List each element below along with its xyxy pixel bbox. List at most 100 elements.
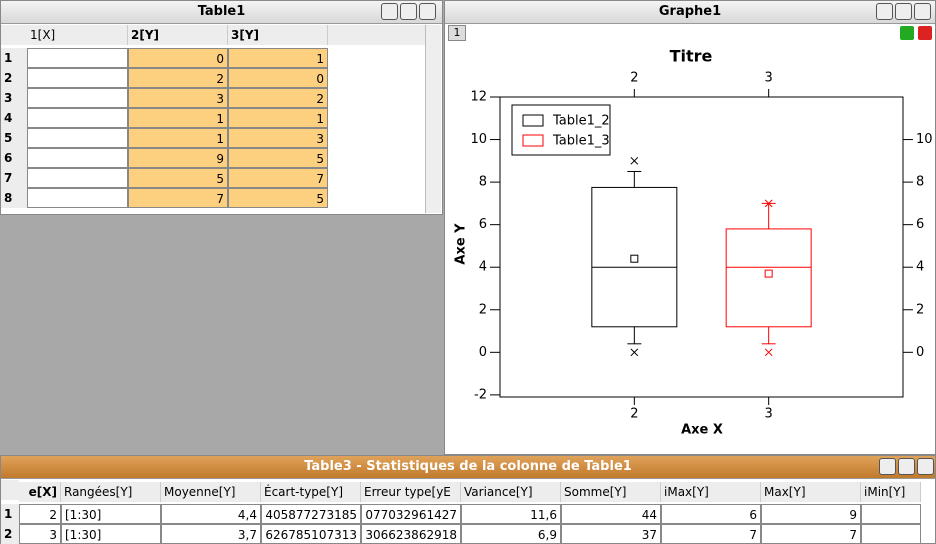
cell: 1 [228, 48, 328, 68]
close-button[interactable] [917, 458, 934, 475]
cell: 0 [128, 48, 228, 68]
y-tick-label: 4 [479, 260, 487, 275]
cell: 1 [128, 108, 228, 128]
cell: 7 [128, 188, 228, 208]
cell [27, 68, 128, 88]
row-header: 4 [1, 108, 27, 128]
row-header: 6 [1, 148, 27, 168]
box [725, 228, 812, 328]
table3-window[interactable]: Table3 - Statistiques de la colonne de T… [0, 455, 936, 544]
column-header: iMax[Y] [661, 482, 761, 502]
column-header: Rangées[Y] [61, 482, 161, 502]
column-header: 1[X] [27, 25, 128, 45]
cell: 4,4 [161, 504, 261, 524]
outlier [764, 348, 773, 357]
row-header: 1 [1, 504, 19, 524]
y2-tick-label: 0 [916, 345, 924, 360]
close-button[interactable] [419, 3, 436, 20]
remove-layer-button[interactable] [918, 26, 932, 40]
column-header: 2[Y] [128, 25, 228, 45]
y-tick-label: 8 [479, 175, 487, 190]
maximize-button[interactable] [895, 3, 912, 20]
column-header: Moyenne[Y] [161, 482, 261, 502]
cell [27, 188, 128, 208]
mean-marker [764, 269, 773, 278]
corner [1, 480, 19, 500]
corner [1, 25, 27, 45]
close-button[interactable] [914, 3, 931, 20]
cell: 1 [128, 128, 228, 148]
cell: 6 [661, 504, 761, 524]
cell: 11,6 [461, 504, 561, 524]
cell: 37 [561, 524, 661, 544]
y2-tick-label: 8 [916, 175, 924, 190]
column-header: 3[Y] [228, 25, 328, 45]
cell: 0 [228, 68, 328, 88]
row-header: 8 [1, 188, 27, 208]
y-tick-label: -2 [474, 387, 487, 402]
y-tick-label: 2 [479, 302, 487, 317]
cell: 7 [761, 524, 861, 544]
cell: 6,9 [461, 524, 561, 544]
row-header: 2 [1, 524, 19, 544]
x2-tick-label: 3 [765, 71, 773, 86]
cell: 3 [128, 88, 228, 108]
maximize-button[interactable] [898, 458, 915, 475]
layer-tab[interactable]: 1 [448, 25, 466, 41]
window-title: Table3 - Statistiques de la colonne de T… [304, 459, 632, 474]
minimize-button[interactable] [876, 3, 893, 20]
cell: 5 [228, 188, 328, 208]
column-header: Somme[Y] [561, 482, 661, 502]
column-header: Max[Y] [761, 482, 861, 502]
row-header: 1 [1, 48, 27, 68]
maximize-button[interactable] [400, 3, 417, 20]
minimize-button[interactable] [879, 458, 896, 475]
cell: 1 [228, 108, 328, 128]
window-title: Graphe1 [658, 4, 722, 19]
title-bar: Graphe1 [445, 1, 935, 24]
y2-tick-label: 4 [916, 260, 924, 275]
column-header: iMin[Y] [861, 482, 921, 502]
row-header: 5 [1, 128, 27, 148]
cell: 9 [761, 504, 861, 524]
scrollbar[interactable] [425, 25, 441, 213]
title-bar: Table1 [1, 1, 442, 24]
cell [861, 524, 921, 544]
minimize-button[interactable] [381, 3, 398, 20]
cell [861, 504, 921, 524]
cell: 2 [128, 68, 228, 88]
y2-tick-label: 10 [916, 132, 933, 147]
table1-window[interactable]: Table1 1[X] 2[Y] 3[Y] 1 0 1 2 2 0 3 3 2 4 1 1 5 1 3 6 9 5 7 5 7… [0, 0, 443, 215]
x-tick-label: 3 [765, 407, 773, 422]
cell: [1:30] [61, 504, 161, 524]
table-grid: e[X] Rangées[Y] Moyenne[Y] Écart-type[Y] Err… [1, 480, 921, 544]
cell [27, 88, 128, 108]
y-tick-label: 0 [479, 345, 487, 360]
cell [27, 108, 128, 128]
cell: 2 [228, 88, 328, 108]
y-tick-label: 6 [479, 217, 487, 232]
graph-window[interactable]: Graphe1 1 [444, 0, 936, 455]
y-axis-label: Axe Y [454, 223, 469, 265]
column-header: Erreur type[yE [361, 482, 461, 502]
title-bar: Table3 - Statistiques de la colonne de T… [1, 456, 935, 479]
box [591, 186, 678, 328]
cell: 306623862918 [361, 524, 461, 544]
column-header: Variance[Y] [461, 482, 561, 502]
x-tick-label: 2 [630, 407, 638, 422]
cell: 9 [128, 148, 228, 168]
cell: [1:30] [61, 524, 161, 544]
header-filler [328, 25, 425, 45]
column-header: e[X] [19, 482, 61, 502]
add-layer-button[interactable] [900, 26, 914, 40]
window-title: Table1 [197, 4, 246, 19]
cell: 2 [19, 504, 61, 524]
row-header: 3 [1, 88, 27, 108]
mean-marker [630, 254, 639, 263]
cell: 3 [228, 128, 328, 148]
cell: 7 [661, 524, 761, 544]
cell [27, 48, 128, 68]
legend-swatch [522, 114, 544, 127]
x2-tick-label: 2 [630, 71, 638, 86]
y-tick-label: 10 [470, 132, 487, 147]
